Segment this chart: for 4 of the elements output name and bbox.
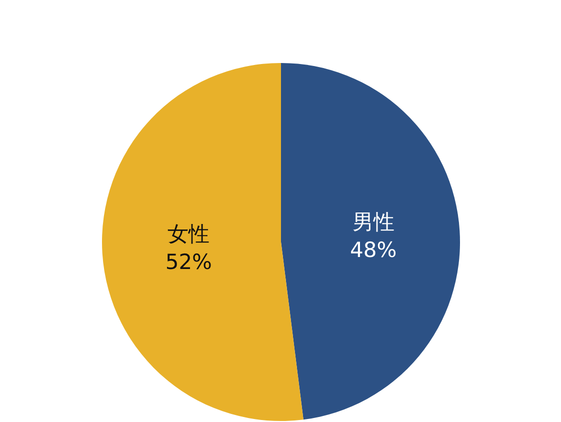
slice-label: 女性 bbox=[168, 222, 210, 246]
data-label: 48% bbox=[350, 238, 397, 262]
slice-label: 男性 bbox=[352, 210, 394, 234]
data-label: 52% bbox=[165, 250, 212, 274]
